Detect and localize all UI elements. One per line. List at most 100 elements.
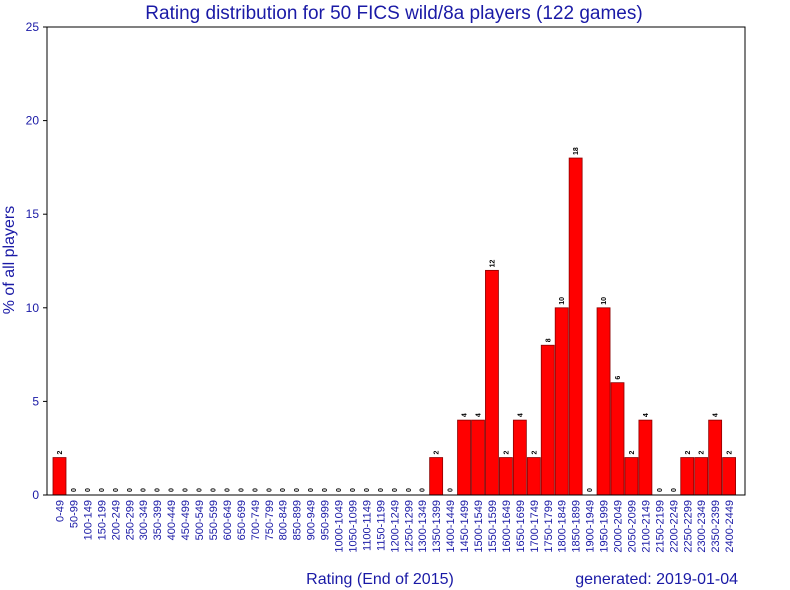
x-tick-label: 750-799: [264, 500, 276, 540]
generated-date: generated: 2019-01-04: [575, 571, 738, 588]
x-tick-label: 1900-1949: [585, 500, 597, 553]
x-tick-label: 300-349: [138, 500, 150, 540]
bar-data-label: 0: [99, 488, 106, 492]
x-tick-label: 100-149: [82, 500, 94, 540]
y-axis-title: % of all players: [1, 206, 18, 315]
x-tick-label: 0-49: [55, 500, 67, 522]
x-tick-label: 1300-1349: [417, 500, 429, 553]
bar-data-label: 4: [643, 413, 650, 417]
bar-data-label: 2: [699, 451, 706, 455]
y-axis-ticks: 0 5 10 15 20 25: [26, 20, 47, 502]
x-tick-label: 1350-1399: [431, 500, 443, 553]
x-tick-label: 2300-2349: [696, 500, 708, 553]
bar-data-label: 0: [294, 488, 301, 492]
bar-data-label: 18: [573, 147, 580, 155]
bar-data-label: 6: [615, 376, 622, 380]
x-tick-label: 150-199: [96, 500, 108, 540]
x-tick-label: 250-299: [124, 500, 136, 540]
bar-data-label: 0: [266, 488, 273, 492]
bar: [512, 419, 527, 496]
bar-data-label: 0: [280, 488, 287, 492]
y-tick-label: 20: [26, 114, 40, 128]
x-tick-label: 2350-2399: [710, 500, 722, 553]
bar-data-label: 0: [420, 488, 427, 492]
data-labels: 2 0 0 0 0 0 0 0 0 0 0 0 0 0 0 0 0 0 0 0 0 0 0 0 0 0 0 2 0 4 4 12 2 4 2 8 10 1…: [57, 147, 734, 492]
bar-data-label: 0: [71, 488, 78, 492]
x-tick-label: 1000-1049: [334, 500, 346, 553]
x-tick-label: 800-849: [278, 500, 290, 540]
bar: [498, 457, 513, 496]
bar-data-label: 0: [378, 488, 385, 492]
x-tick-label: 1400-1449: [445, 500, 457, 553]
bar-data-label: 0: [85, 488, 92, 492]
x-tick-label: 1150-1199: [375, 500, 387, 551]
x-axis-title: Rating (End of 2015): [306, 571, 454, 588]
bar-data-label: 0: [224, 488, 231, 492]
y-tick-label: 0: [32, 488, 39, 502]
bar: [568, 157, 583, 496]
bar-data-label: 0: [238, 488, 245, 492]
x-tick-label: 1550-1599: [487, 500, 499, 553]
x-tick-label: 1450-1499: [459, 500, 471, 553]
x-tick-label: 1100-1149: [361, 500, 373, 551]
x-tick-label: 950-999: [320, 500, 332, 540]
x-tick-label: 650-699: [236, 500, 248, 540]
bar: [722, 457, 736, 496]
bar: [429, 457, 444, 496]
x-tick-label: 1600-1649: [501, 500, 513, 553]
bar-data-label: 0: [657, 488, 664, 492]
x-tick-label: 2250-2299: [682, 500, 694, 553]
bar-data-label: 0: [127, 488, 134, 492]
x-tick-label: 1700-1749: [529, 500, 541, 553]
x-tick-label: 1750-1799: [543, 500, 555, 553]
bar-data-label: 10: [601, 297, 608, 305]
x-tick-label: 1850-1899: [571, 500, 583, 553]
bar-data-label: 0: [587, 488, 594, 492]
x-tick-label: 1650-1699: [515, 500, 527, 553]
x-tick-label: 2000-2049: [613, 500, 625, 553]
y-tick-label: 25: [26, 20, 40, 34]
bar-data-label: 2: [503, 451, 510, 455]
bar-data-label: 0: [322, 488, 329, 492]
x-tick-label: 700-749: [250, 500, 262, 540]
bar: [554, 307, 569, 496]
bar-data-label: 0: [113, 488, 120, 492]
x-tick-label: 900-949: [306, 500, 318, 540]
bar-data-label: 0: [210, 488, 217, 492]
bar-data-label: 2: [727, 451, 734, 455]
x-tick-label: 850-899: [292, 500, 304, 540]
y-tick-label: 10: [26, 301, 40, 315]
bar: [526, 457, 541, 496]
bar-data-label: 2: [629, 451, 636, 455]
x-tick-label: 1200-1249: [389, 500, 401, 553]
y-tick-label: 5: [32, 394, 39, 408]
x-tick-label: 550-599: [208, 500, 220, 540]
bar-data-label: 0: [197, 488, 204, 492]
x-tick-label: 1800-1849: [557, 500, 569, 553]
bar-data-label: 4: [713, 413, 720, 417]
bar-data-label: 10: [559, 297, 566, 305]
bar-data-label: 2: [685, 451, 692, 455]
x-tick-label: 50-99: [68, 500, 80, 528]
x-tick-label: 2400-2449: [724, 500, 736, 553]
x-tick-label: 200-249: [110, 500, 122, 540]
x-tick-label: 2100-2149: [640, 500, 652, 553]
bar: [471, 419, 485, 496]
bar-data-label: 0: [406, 488, 413, 492]
bar-data-label: 0: [392, 488, 399, 492]
bar-data-label: 2: [531, 451, 538, 455]
bar-data-label: 4: [476, 413, 483, 417]
x-tick-label: 500-549: [194, 500, 206, 540]
bar: [596, 307, 611, 496]
bar-series: [52, 157, 736, 496]
bar: [708, 419, 723, 496]
bar-data-label: 0: [364, 488, 371, 492]
x-tick-label: 1050-1099: [347, 500, 359, 553]
x-tick-label: 1950-1999: [599, 500, 611, 553]
plot-area-frame: [46, 26, 746, 496]
x-tick-label: 600-649: [222, 500, 234, 540]
bar-data-label: 2: [57, 451, 64, 455]
x-tick-label: 2200-2249: [668, 500, 680, 553]
bar: [52, 457, 67, 496]
